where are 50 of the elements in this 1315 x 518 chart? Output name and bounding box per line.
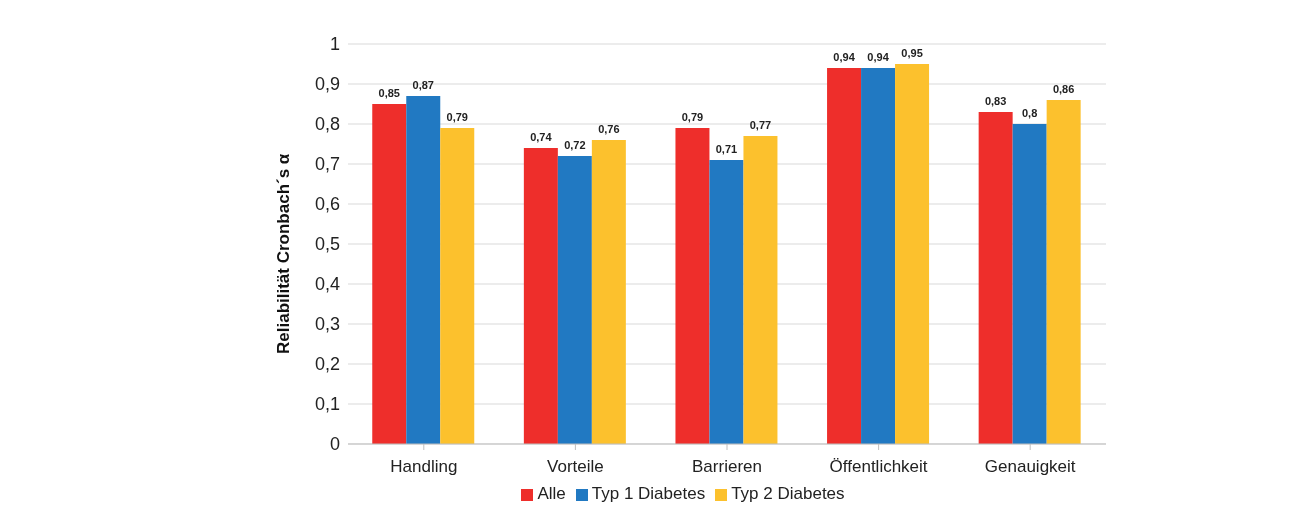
data-label: 0,77	[749, 119, 772, 131]
data-label: 0,94	[833, 51, 856, 63]
legend-label: Alle	[537, 484, 566, 503]
data-label: 0,87	[412, 79, 434, 91]
y-axis-title: Reliabilität Cronbach´s α	[274, 153, 294, 354]
bar	[895, 64, 930, 444]
data-label: 0,79	[681, 111, 704, 123]
y-tick-label: 0,7	[314, 154, 340, 175]
bar	[523, 148, 558, 444]
data-label: 0,85	[378, 87, 400, 99]
data-label: 0,71	[715, 143, 738, 155]
data-label: 0,74	[530, 131, 553, 143]
bar	[1046, 100, 1081, 444]
bar	[591, 140, 626, 444]
data-label: 0,94	[867, 51, 890, 63]
legend-label: Typ 2 Diabetes	[731, 484, 845, 503]
bar	[372, 104, 407, 444]
data-label: 0,95	[901, 47, 923, 59]
bar	[406, 96, 441, 444]
y-tick-label: 0,8	[314, 114, 340, 135]
data-label: 0,72	[564, 139, 586, 151]
y-tick-label: 0,2	[314, 354, 340, 375]
bar	[978, 112, 1013, 444]
y-tick-label: 0	[329, 434, 340, 455]
y-tick-label: 0,5	[314, 234, 340, 255]
x-tick-label: Barrieren	[692, 457, 762, 477]
legend-label: Typ 1 Diabetes	[591, 484, 706, 503]
data-label: 0,86	[1052, 83, 1075, 95]
bar	[709, 160, 744, 444]
data-label: 0,8	[1022, 107, 1038, 119]
y-tick-label: 0,6	[314, 194, 340, 215]
bar	[861, 68, 896, 444]
x-tick-label: Handling	[390, 457, 458, 477]
bar	[827, 68, 862, 444]
y-tick-label: 0,4	[314, 274, 340, 295]
data-label: 0,76	[598, 123, 620, 135]
y-tick-label: 0,1	[314, 394, 340, 415]
y-tick-label: 0,9	[314, 74, 340, 95]
x-tick-label: Genauigkeit	[984, 457, 1076, 477]
x-tick-label: Vorteile	[547, 457, 604, 477]
bar	[743, 136, 778, 444]
bar	[557, 156, 592, 444]
bar	[675, 128, 710, 444]
y-tick-label: 1	[329, 34, 340, 55]
x-tick-label: Öffentlichkeit	[829, 457, 928, 477]
data-label: 0,79	[446, 111, 468, 123]
y-tick-label: 0,3	[314, 314, 340, 335]
bar	[440, 128, 475, 444]
bar	[1012, 124, 1047, 444]
data-label: 0,83	[984, 95, 1007, 107]
